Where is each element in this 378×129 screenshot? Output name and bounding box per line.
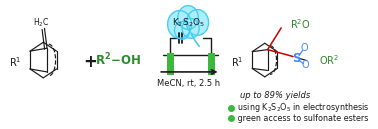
Text: MeCN, rt, 2.5 h: MeCN, rt, 2.5 h	[157, 79, 220, 88]
Text: $\mathregular{R^1}$: $\mathregular{R^1}$	[231, 55, 243, 69]
Text: $\mathregular{R^1}$: $\mathregular{R^1}$	[9, 55, 21, 69]
Circle shape	[168, 11, 192, 38]
Text: $\mathregular{R^2O}$: $\mathregular{R^2O}$	[290, 17, 310, 31]
Text: +: +	[83, 53, 97, 71]
Bar	[208, 53, 214, 75]
Bar	[167, 53, 174, 75]
Text: $\mathregular{R^2{-}OH}$: $\mathregular{R^2{-}OH}$	[95, 52, 141, 68]
Text: O: O	[301, 43, 308, 53]
Text: using $\mathregular{K_2S_2O_5}$ in electrosynthesis: using $\mathregular{K_2S_2O_5}$ in elect…	[235, 101, 369, 114]
Text: up to 89% yields: up to 89% yields	[240, 91, 310, 100]
Text: green access to sulfonate esters: green access to sulfonate esters	[235, 114, 368, 123]
Text: O: O	[301, 61, 309, 70]
Circle shape	[182, 18, 199, 38]
Circle shape	[186, 10, 209, 35]
Text: S: S	[292, 52, 301, 65]
Text: $\mathregular{H_2}$C: $\mathregular{H_2}$C	[33, 16, 49, 29]
Text: $\mathregular{OR^2}$: $\mathregular{OR^2}$	[319, 54, 339, 67]
Text: $\mathregular{K_2S_2O_5}$: $\mathregular{K_2S_2O_5}$	[172, 16, 204, 29]
Circle shape	[178, 6, 198, 29]
Circle shape	[175, 21, 190, 39]
